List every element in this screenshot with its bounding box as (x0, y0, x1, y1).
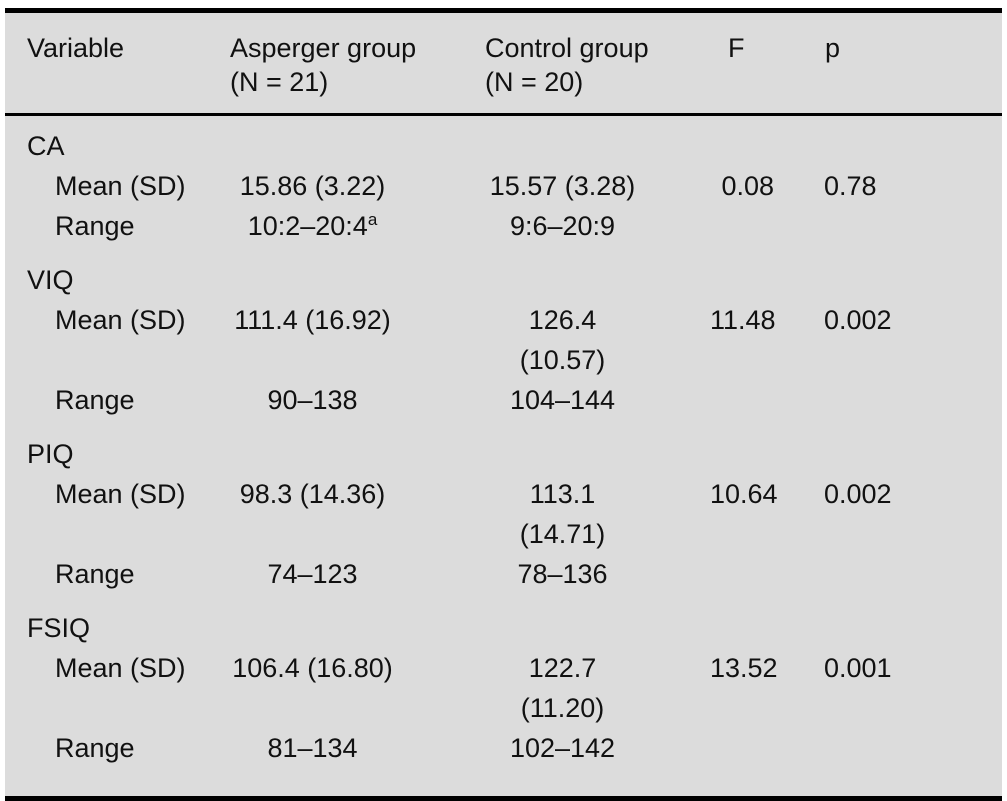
row-label: Mean (SD) (55, 653, 186, 683)
col-header-control-line1: Control group (485, 33, 649, 63)
col-header-asperger-line1: Asperger group (230, 33, 417, 63)
p-value: 0.002 (824, 479, 892, 509)
row-label: Mean (SD) (55, 305, 186, 335)
group-row-piq: PIQ (5, 420, 1002, 474)
control-range-value: 102–142 (509, 733, 616, 763)
range-row-piq: Range 74–123 78–136 (5, 554, 1002, 594)
row-label: Range (55, 733, 135, 763)
row-label: Range (55, 385, 135, 415)
asperger-mean-value: 98.3 (14.36) (239, 479, 386, 509)
group-comparison-table: Variable Asperger group (N = 21) Control… (5, 8, 1002, 801)
group-row-viq: VIQ (5, 246, 1002, 300)
control-range-value: 104–144 (509, 385, 616, 415)
range-text: 10:2–20:4 (247, 211, 368, 241)
variable-name: FSIQ (27, 613, 91, 643)
mean-row-ca: Mean (SD) 15.86 (3.22) 15.57 (3.28) 0.08… (5, 166, 1002, 206)
control-mean-value: 15.57 (3.28) (489, 171, 636, 201)
asperger-mean-value: 106.4 (16.80) (232, 653, 393, 683)
f-value: 13.52 (710, 653, 778, 683)
col-header-f-statistic: F (710, 10, 810, 116)
range-row-fsiq: Range 81–134 102–142 (5, 728, 1002, 799)
asperger-range-value: 81–134 (267, 733, 358, 763)
p-value: 0.002 (824, 305, 892, 335)
col-header-asperger-group: Asperger group (N = 21) (230, 10, 485, 116)
mean-row-fsiq: Mean (SD) 106.4 (16.80) 122.7 (11.20) 13… (5, 648, 1002, 728)
group-row-fsiq: FSIQ (5, 594, 1002, 648)
row-label: Mean (SD) (55, 479, 186, 509)
asperger-range-value: 74–123 (267, 559, 358, 589)
control-range-value: 9:6–20:9 (509, 211, 616, 241)
group-row-ca: CA (5, 115, 1002, 167)
variable-name: VIQ (27, 265, 74, 295)
asperger-mean-value: 15.86 (3.22) (239, 171, 386, 201)
f-value: 0.08 (721, 171, 774, 201)
range-row-viq: Range 90–138 104–144 (5, 380, 1002, 420)
asperger-range-value: 90–138 (267, 385, 358, 415)
table-header-row: Variable Asperger group (N = 21) Control… (5, 10, 1002, 116)
col-header-variable: Variable (5, 10, 230, 116)
p-value: 0.001 (824, 653, 892, 683)
row-label: Range (55, 559, 135, 589)
range-row-ca: Range 10:2–20:4a 9:6–20:9 (5, 206, 1002, 246)
col-header-control-group: Control group (N = 20) (485, 10, 710, 116)
f-value: 10.64 (710, 479, 778, 509)
variable-name: CA (27, 131, 65, 161)
control-mean-value: 113.1 (14.71) (519, 479, 606, 549)
table-header: Variable Asperger group (N = 21) Control… (5, 10, 1002, 116)
row-label: Range (55, 211, 135, 241)
mean-row-viq: Mean (SD) 111.4 (16.92) 126.4 (10.57) 11… (5, 300, 1002, 380)
mean-row-piq: Mean (SD) 98.3 (14.36) 113.1 (14.71) 10.… (5, 474, 1002, 554)
paper-table-page: Variable Asperger group (N = 21) Control… (5, 8, 1002, 801)
variable-name: PIQ (27, 439, 74, 469)
table-body: CA Mean (SD) 15.86 (3.22) 15.57 (3.28) 0… (5, 115, 1002, 799)
p-value: 0.78 (824, 171, 877, 201)
asperger-mean-value: 111.4 (16.92) (234, 305, 391, 335)
footnote-marker-a: a (367, 210, 378, 229)
col-header-control-line2: (N = 20) (485, 67, 584, 97)
control-range-value: 78–136 (517, 559, 608, 589)
row-label: Mean (SD) (55, 171, 186, 201)
col-header-p-value: p (810, 10, 1002, 116)
control-mean-value: 122.7 (11.20) (520, 653, 605, 723)
f-value: 11.48 (710, 305, 776, 335)
col-header-asperger-line2: (N = 21) (230, 67, 329, 97)
asperger-range-value: 10:2–20:4a (230, 206, 485, 246)
control-mean-value: 126.4 (10.57) (519, 305, 606, 375)
